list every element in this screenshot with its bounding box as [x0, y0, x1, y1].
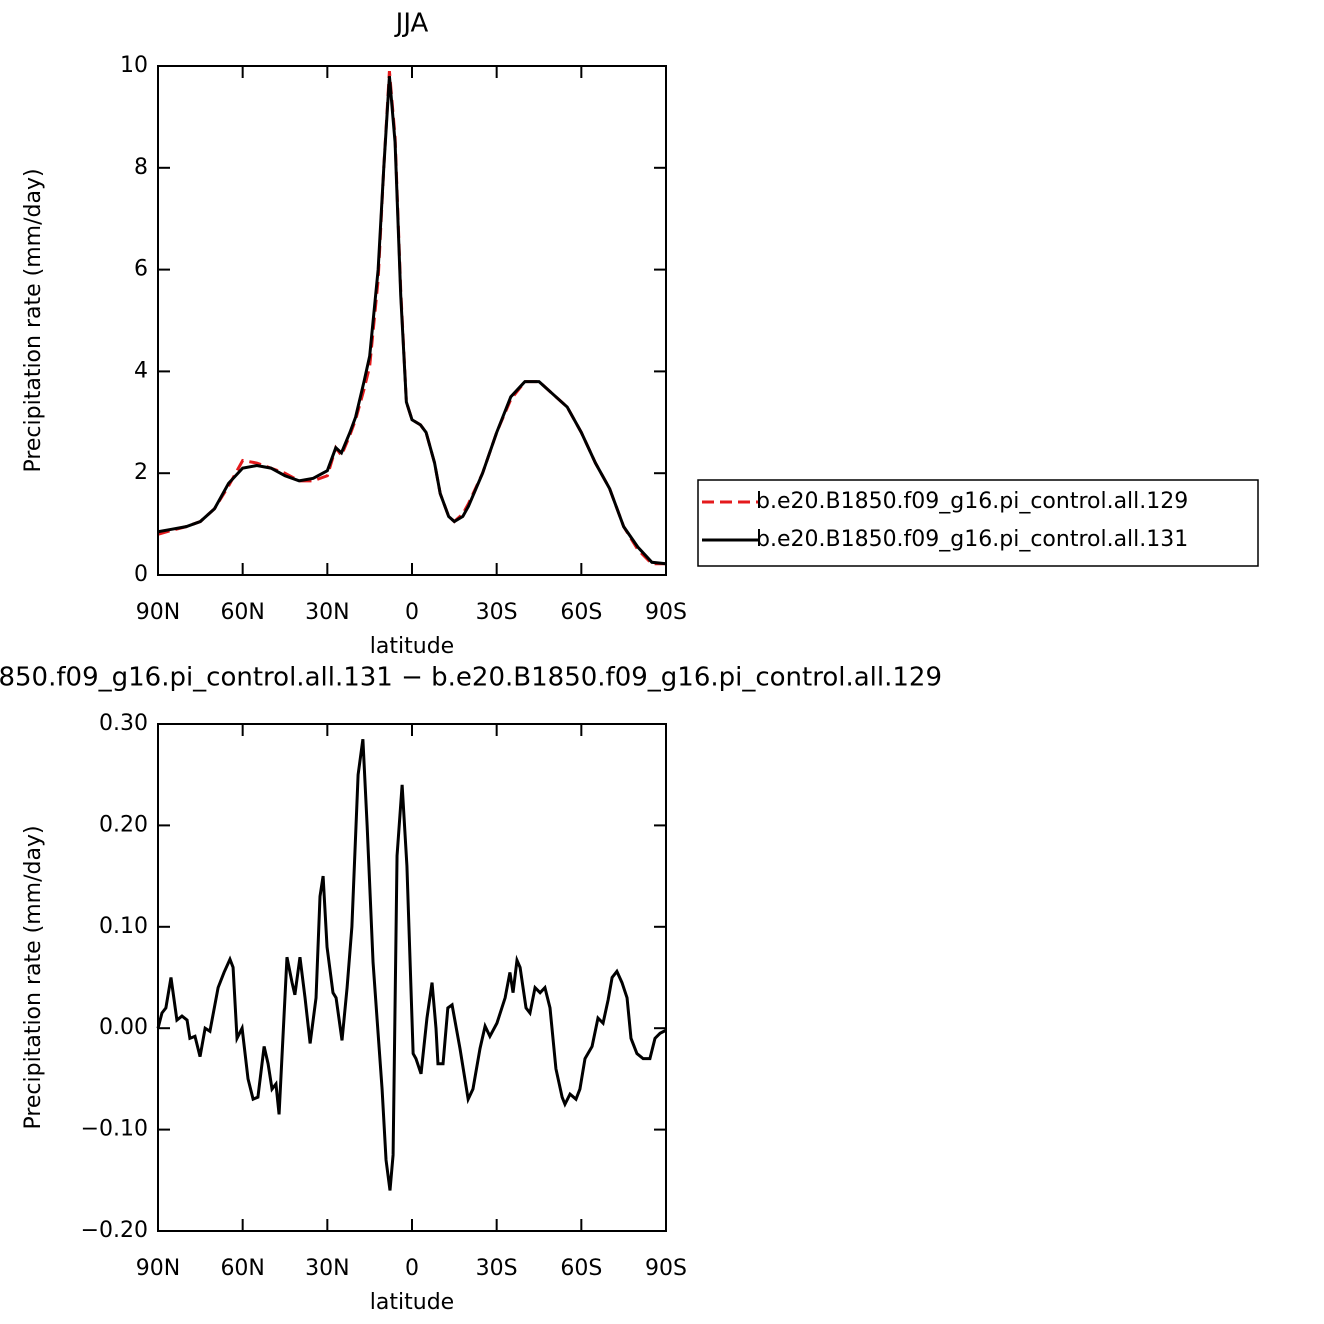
y-tick-label: 8	[134, 155, 148, 180]
x-tick-label: 0	[405, 1256, 419, 1281]
x-tick-label: 30N	[305, 600, 349, 625]
x-tick-label: 0	[405, 600, 419, 625]
x-tick-label: 90S	[645, 600, 687, 625]
y-tick-label: 2	[134, 460, 148, 485]
y-tick-label: 0.00	[99, 1015, 148, 1040]
chart-title: JJA	[394, 9, 429, 39]
y-tick-label: 0	[134, 562, 148, 587]
data-line	[156, 739, 667, 1191]
y-axis-label: Precipitation rate (mm/day)	[21, 168, 46, 472]
y-tick-label: 10	[120, 53, 148, 78]
y-tick-label: −0.10	[81, 1117, 148, 1142]
y-tick-label: 4	[134, 358, 148, 383]
x-axis-label: latitude	[370, 1290, 454, 1315]
data-line	[157, 76, 667, 566]
legend-label: b.e20.B1850.f09_g16.pi_control.all.129	[756, 489, 1188, 514]
y-tick-label: −0.20	[81, 1218, 148, 1243]
y-tick-label: 0.10	[99, 914, 148, 939]
panel: b.e20.B1850.f09_g16.pi_control.all.131 −…	[0, 663, 942, 1316]
plot-frame	[157, 723, 667, 1232]
legend-box	[697, 479, 1259, 567]
x-tick-label: 60S	[560, 600, 602, 625]
y-axis-label: Precipitation rate (mm/day)	[21, 825, 46, 1129]
legend-label: b.e20.B1850.f09_g16.pi_control.all.131	[756, 527, 1188, 552]
x-tick-label: 30S	[476, 1256, 518, 1281]
x-tick-label: 30S	[476, 600, 518, 625]
panel: JJA latitude Precipitation rate (mm/day) 90…	[21, 9, 1259, 659]
x-tick-label: 90N	[136, 600, 180, 625]
x-axis-label: latitude	[370, 634, 454, 659]
plot-frame	[157, 65, 667, 576]
data-line	[157, 70, 666, 566]
y-tick-label: 0.30	[99, 711, 148, 736]
x-tick-label: 90S	[645, 1256, 687, 1281]
y-tick-label: 0.20	[99, 812, 148, 837]
legend: b.e20.B1850.f09_g16.pi_control.all.129 b.…	[697, 479, 1259, 567]
x-tick-label: 60N	[220, 1256, 264, 1281]
x-tick-label: 60N	[220, 600, 264, 625]
y-tick-label: 6	[134, 257, 148, 282]
x-tick-label: 60S	[560, 1256, 602, 1281]
chart-title: b.e20.B1850.f09_g16.pi_control.all.131 −…	[0, 663, 942, 693]
x-tick-label: 30N	[305, 1256, 349, 1281]
x-tick-label: 90N	[136, 1256, 180, 1281]
